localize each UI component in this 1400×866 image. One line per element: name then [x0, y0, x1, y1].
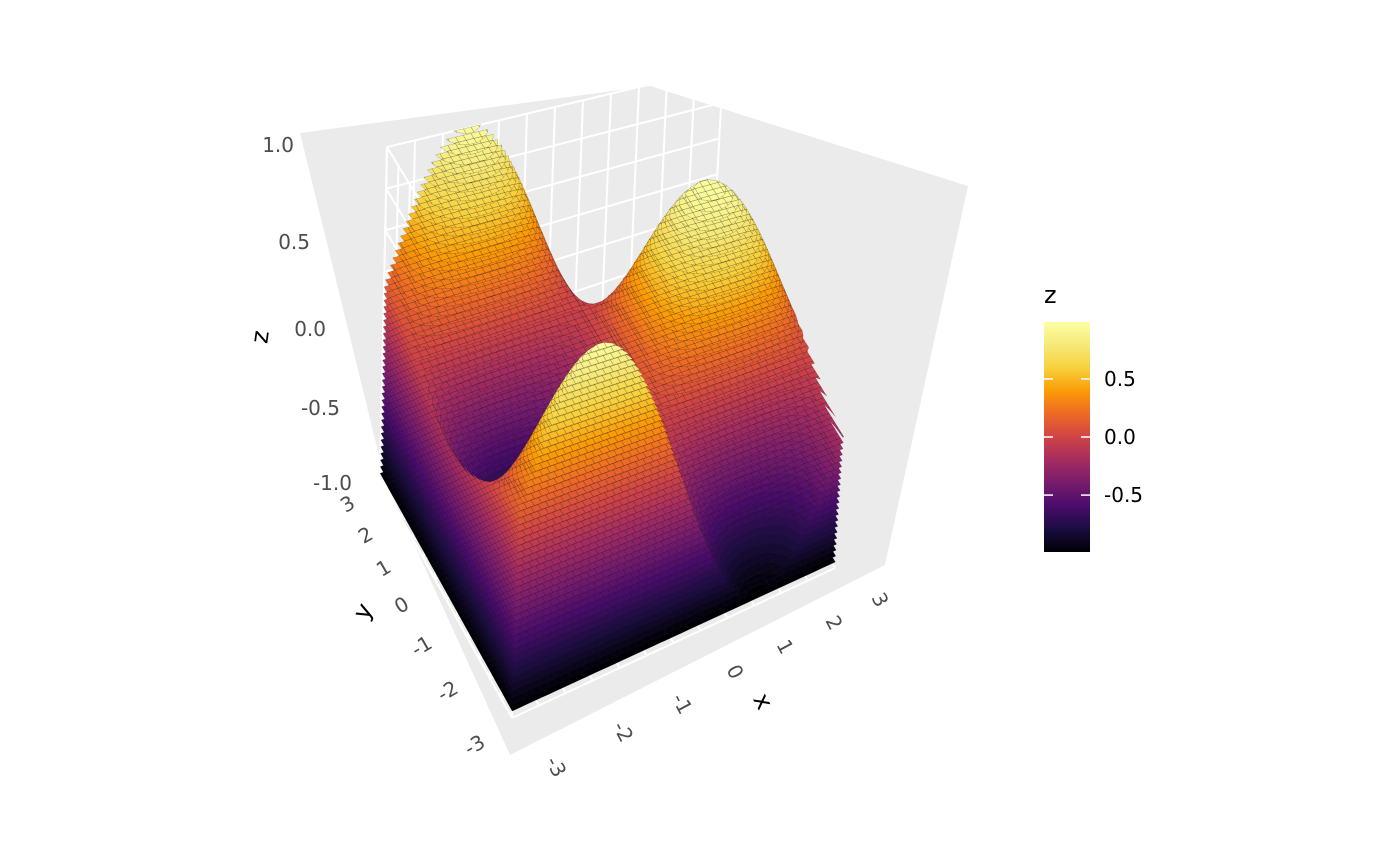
- z-tick-label: 0.0: [294, 317, 326, 341]
- y-tick-label: -1: [407, 631, 436, 662]
- grid-line: [379, 479, 513, 719]
- x-tick-label: -3: [541, 752, 572, 781]
- contour-line: [453, 124, 727, 353]
- contour-slab: [427, 150, 751, 395]
- colorbar-label: 0.5: [1104, 367, 1136, 391]
- y-tick-label: 3: [336, 490, 359, 517]
- legend-title: z: [1044, 281, 1057, 309]
- contour-slab: [431, 144, 747, 387]
- y-tick-label: -3: [460, 730, 489, 761]
- x-tick-label: 0: [722, 660, 749, 683]
- z-axis-ticks: 1.0 0.5 0.0 -0.5 -1.0 z: [245, 133, 352, 495]
- z-tick-label: 1.0: [262, 133, 294, 157]
- z-tick-label: 0.5: [278, 230, 310, 254]
- y-tick-label: -2: [433, 676, 462, 707]
- y-tick-label: 0: [390, 591, 413, 618]
- x-tick-label: -1: [667, 689, 698, 718]
- y-tick-label: 1: [372, 554, 395, 581]
- z-tick-label: -1.0: [313, 471, 352, 495]
- contour-slab: [435, 139, 743, 379]
- x-tick-label: 2: [821, 611, 848, 634]
- grid-line: [386, 66, 724, 148]
- x-tick-label: -2: [608, 717, 639, 746]
- x-tick-label: 1: [772, 635, 799, 658]
- colorbar-label: -0.5: [1104, 483, 1143, 507]
- colorbar-ticks: 0.5 0.0 -0.5: [1044, 367, 1143, 507]
- colorbar-label: 0.0: [1104, 425, 1136, 449]
- x-axis-title: x: [747, 688, 778, 714]
- surface-contours: [379, 124, 845, 712]
- y-axis-title: y: [347, 598, 378, 624]
- x-tick-label: 3: [867, 588, 894, 611]
- y-tick-label: 2: [354, 521, 377, 548]
- legend: z 0.5 0.0 -0.5: [1044, 281, 1143, 552]
- z-tick-label: -0.5: [301, 396, 340, 420]
- z-axis-title: z: [245, 329, 274, 345]
